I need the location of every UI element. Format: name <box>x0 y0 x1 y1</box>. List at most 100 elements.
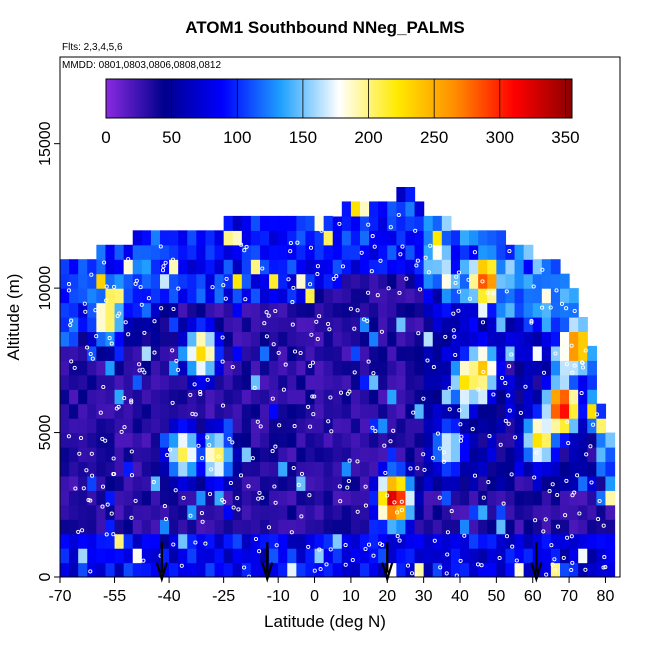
heatmap-cell <box>132 519 143 535</box>
heatmap-cell <box>523 244 534 260</box>
heatmap-cell <box>205 302 216 318</box>
heatmap-cell <box>278 317 288 333</box>
heatmap-cell <box>296 331 307 347</box>
heatmap-cell <box>523 461 534 477</box>
heatmap-cell <box>405 273 416 289</box>
heatmap-cell <box>178 447 188 463</box>
heatmap-cell <box>96 519 107 535</box>
heatmap-cell <box>196 447 207 463</box>
heatmap-cell <box>232 345 243 361</box>
sample-point <box>193 540 198 545</box>
heatmap-cell <box>432 519 443 535</box>
heatmap-cell <box>496 403 507 419</box>
heatmap-cell <box>423 215 434 231</box>
heatmap-cell <box>332 490 343 506</box>
heatmap-cell <box>560 374 570 390</box>
heatmap-cell <box>287 302 297 318</box>
heatmap-cell <box>96 360 107 376</box>
heatmap-cell <box>369 331 379 347</box>
heatmap-cell <box>550 360 561 376</box>
heatmap-cell <box>387 259 397 275</box>
heatmap-cell <box>596 475 607 491</box>
heatmap-cell <box>469 389 479 405</box>
heatmap-cell <box>532 259 543 275</box>
heatmap-cell <box>178 432 188 448</box>
heatmap-cell <box>287 389 297 405</box>
heatmap-cell <box>541 273 552 289</box>
heatmap-cell <box>378 215 388 231</box>
sample-point <box>151 480 156 485</box>
sample-point <box>375 293 380 298</box>
heatmap-cell <box>369 259 379 275</box>
heatmap-cell <box>123 504 134 520</box>
sample-point <box>414 263 419 268</box>
heatmap-cell <box>287 230 297 246</box>
heatmap-cell <box>223 331 234 347</box>
heatmap-cell <box>414 403 425 419</box>
sample-points <box>66 212 608 577</box>
heatmap-cell <box>405 490 416 506</box>
sample-point <box>487 434 492 439</box>
sample-point <box>399 499 404 504</box>
heatmap-cell <box>196 345 207 361</box>
sample-point <box>458 558 463 563</box>
heatmap-cell <box>260 244 270 260</box>
heatmap-cell <box>78 288 88 304</box>
heatmap-cell <box>287 519 297 535</box>
heatmap-cell <box>496 374 507 390</box>
heatmap-cell <box>560 345 570 361</box>
sample-point <box>366 542 372 547</box>
sample-point <box>90 473 95 478</box>
heatmap-cell <box>469 562 479 577</box>
heatmap-cell <box>314 360 325 376</box>
heatmap-cell <box>441 562 452 577</box>
heatmap-cell <box>105 273 116 289</box>
heatmap-cell <box>232 490 243 506</box>
sample-point <box>343 543 348 548</box>
heatmap-cell <box>514 490 525 506</box>
sample-point <box>447 386 452 391</box>
heatmap-cell <box>341 360 352 376</box>
heatmap-cell <box>87 432 97 448</box>
heatmap-cell <box>269 403 279 419</box>
heatmap-cell <box>141 447 152 463</box>
heatmap-cell <box>241 288 252 304</box>
heatmap-cell <box>114 345 125 361</box>
heatmap-cell <box>287 447 297 463</box>
heatmap-cell <box>332 259 343 275</box>
sample-point <box>579 391 584 396</box>
heatmap-cell <box>587 548 597 564</box>
heatmap-cell <box>360 519 370 535</box>
heatmap-cell <box>405 562 416 577</box>
sample-point <box>386 286 391 291</box>
heatmap-cell <box>332 475 343 491</box>
heatmap-cell <box>405 360 416 376</box>
heatmap-cell <box>169 533 179 549</box>
heatmap-cell <box>187 548 197 564</box>
heatmap-cell <box>569 302 579 318</box>
heatmap-cell <box>423 259 434 275</box>
sample-point <box>591 422 596 427</box>
heatmap-cell <box>250 533 261 549</box>
heatmap-cell <box>160 244 170 260</box>
heatmap-cell <box>541 288 552 304</box>
heatmap-cell <box>378 331 388 347</box>
heatmap-cell <box>578 533 588 549</box>
heatmap-cell <box>287 360 297 376</box>
heatmap-cell <box>178 288 188 304</box>
heatmap-cell <box>96 273 107 289</box>
heatmap-cell <box>214 519 225 535</box>
heatmap-cell <box>469 273 479 289</box>
heatmap-cell <box>523 533 534 549</box>
heatmap-cell <box>114 360 125 376</box>
heatmap-cell <box>369 418 379 434</box>
heatmap-cell <box>378 418 388 434</box>
heatmap-cell <box>360 331 370 347</box>
heatmap-cell <box>514 317 525 333</box>
x-tick-label: 0 <box>310 588 319 605</box>
heatmap-cell <box>223 259 234 275</box>
heatmap-cell <box>78 360 88 376</box>
heatmap-cell <box>541 389 552 405</box>
heatmap-cell <box>341 374 352 390</box>
heatmap-cell <box>169 288 179 304</box>
